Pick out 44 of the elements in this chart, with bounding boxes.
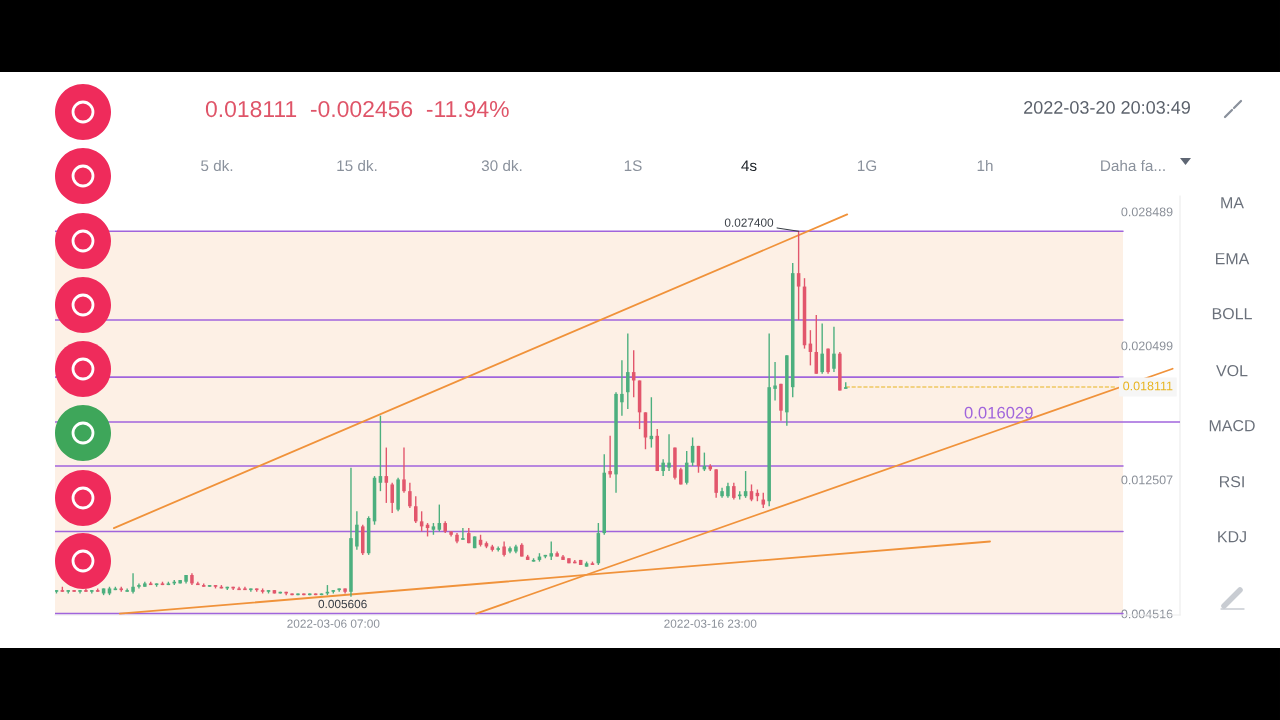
text: Daha fa...: [1101, 159, 1165, 172]
annotation: 0.005606: [318, 599, 367, 609]
candlestick: [549, 540, 553, 561]
ref-line-label: 0.016029: [964, 406, 1033, 419]
candlestick: [820, 322, 824, 375]
y-tick-label: 0.012507: [1121, 475, 1173, 485]
candlestick: [773, 361, 777, 402]
text: 15 dk.: [337, 159, 377, 172]
text: RSI: [1220, 475, 1244, 488]
ref-line-label: 0.018111: [1123, 381, 1173, 391]
candlestick: [414, 495, 418, 524]
text: 30 dk.: [481, 159, 522, 172]
text: 1G: [857, 160, 877, 172]
text: 5 dk.: [201, 159, 233, 172]
candlestick: [461, 527, 465, 541]
x-tick-label: 2022-03-06 07:00: [287, 619, 380, 628]
text: BOLL: [1212, 307, 1252, 320]
text: VOL: [1216, 364, 1248, 377]
text: 1S: [624, 160, 642, 172]
candlestick: [832, 326, 836, 373]
candlestick: [714, 468, 718, 499]
text: 4s: [741, 160, 757, 172]
candlestick: [408, 482, 412, 509]
candlestick: [131, 572, 135, 595]
candlestick: [390, 482, 394, 514]
candlestick: [826, 347, 830, 375]
text: MA: [1221, 197, 1244, 209]
y-tick-label: 0.004516: [1121, 609, 1173, 619]
candlestick: [626, 332, 630, 410]
candlestick: [608, 435, 612, 479]
text: 2022-03-20 20:03:49: [1024, 101, 1190, 114]
candlestick: [355, 510, 359, 551]
x-tick-label: 2022-03-16 23:00: [664, 619, 757, 628]
candlestick: [620, 359, 624, 417]
text: EMA: [1216, 253, 1250, 265]
y-tick-label: 0.028489: [1121, 207, 1173, 217]
text: 1h: [977, 159, 993, 171]
chart-title: 0.018111 -0.002456 -11.94%: [205, 100, 509, 118]
annotation: 0.027400: [724, 218, 774, 227]
candlestick: [402, 446, 406, 494]
candlestick: [667, 433, 671, 472]
y-tick-label: 0.020499: [1121, 341, 1173, 351]
text: KDJ: [1218, 531, 1246, 543]
text: MACD: [1209, 419, 1255, 432]
